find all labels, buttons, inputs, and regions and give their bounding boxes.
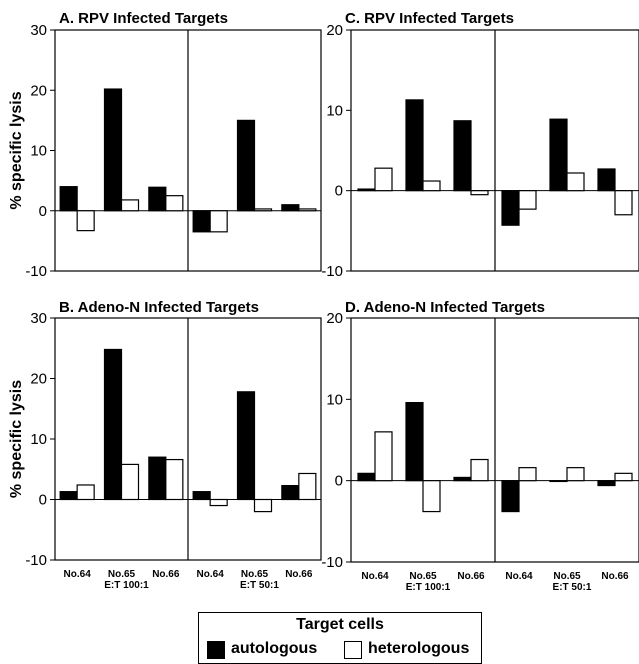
bar-heterologous [374,167,393,192]
y-tick-label: -10 [321,554,343,571]
bar-heterologous [566,172,585,192]
bar-autologous [405,401,424,482]
chart-panel-2: C. RPV Infected Targets -10 0 10 20 [321,10,639,280]
category-label: No.64 [64,569,92,580]
category-label: No.66 [457,571,485,582]
group-label: E:T 100:1 [104,580,149,591]
bar-autologous [59,186,78,212]
y-tick-label: 10 [326,391,343,408]
chart-panel-4: D. Adeno-N Infected Targets -10 0 10 20 No.64… [321,299,639,593]
bar-heterologous [165,195,184,212]
bar-heterologous [614,472,633,482]
bar-autologous [597,168,616,192]
bar-autologous [501,480,520,513]
y-tick-label: 0 [335,473,343,490]
category-label: No.64 [197,569,225,580]
y-tick-label: 30 [30,310,47,327]
bar-autologous [192,491,211,501]
legend: Target cells autologous heterologous [198,612,482,664]
category-label: No.64 [505,571,533,582]
legend-title: Target cells [296,616,384,633]
bar-autologous [148,456,167,501]
y-tick-label: 20 [326,22,343,39]
bar-heterologous [209,498,228,507]
bar-autologous [281,484,300,501]
chart-panel-3: B. Adeno-N Infected Targets -10 0 10 20 30 % s… [8,299,322,591]
bar-autologous [453,476,472,482]
bar-heterologous [253,208,273,212]
category-label: No.66 [601,571,629,582]
bar-heterologous [298,472,317,501]
bar-autologous [236,391,256,501]
group-label: E:T 100:1 [406,582,451,593]
panel-title: A. RPV Infected Targets [59,10,228,27]
bar-heterologous [120,199,140,212]
legend-label-autologous: autologous [231,640,318,657]
legend-swatch-heterologous [344,641,362,659]
chart-panel-1: A. RPV Infected Targets -10 0 10 20 30 % speci… [8,10,322,280]
bar-heterologous [422,180,441,192]
bar-heterologous [374,431,393,482]
bar-autologous [281,204,300,212]
category-label: No.65 [553,571,581,582]
panel-title: C. RPV Infected Targets [345,10,514,27]
bar-heterologous [470,458,489,482]
bar-heterologous [76,484,95,501]
bar-autologous [236,119,256,212]
bar-autologous [549,118,568,192]
y-tick-label: 20 [326,310,343,327]
y-tick-label: 0 [335,183,343,200]
group-label: E:T 50:1 [553,582,592,593]
panel-title: D. Adeno-N Infected Targets [345,299,545,316]
bar-heterologous [165,458,184,501]
bar-heterologous [253,498,273,513]
y-tick-label: -10 [25,552,47,569]
bar-autologous [549,480,568,483]
bar-autologous [501,190,520,226]
y-tick-label: 0 [39,492,47,509]
y-tick-label: -10 [25,263,47,280]
legend-swatch-autologous [207,641,225,659]
y-axis-label: % specific lysis [8,380,25,498]
y-tick-label: 10 [30,431,47,448]
bar-autologous [103,348,123,501]
category-label: No.64 [361,571,389,582]
category-label: No.66 [285,569,313,580]
y-tick-label: 10 [326,102,343,119]
bar-autologous [103,88,123,212]
bar-heterologous [566,467,585,482]
y-tick-label: 10 [30,143,47,160]
bar-heterologous [120,463,140,501]
bar-heterologous [518,190,537,210]
group-label: E:T 50:1 [240,580,279,591]
bar-heterologous [518,467,537,482]
category-label: No.65 [409,571,437,582]
bar-heterologous [76,210,95,232]
category-label: No.66 [152,569,180,580]
bar-autologous [405,99,424,192]
y-axis-label: % specific lysis [8,91,25,209]
bar-autologous [192,210,211,233]
panel-title: B. Adeno-N Infected Targets [59,299,259,316]
bar-autologous [597,480,616,487]
bar-autologous [59,491,78,501]
bar-heterologous [422,480,441,513]
category-label: No.65 [108,569,136,580]
bar-autologous [148,186,167,212]
bar-heterologous [614,190,633,216]
bar-heterologous [209,210,228,233]
bar-autologous [453,120,472,192]
legend-label-heterologous: heterologous [368,640,470,657]
y-tick-label: 0 [39,203,47,220]
y-tick-label: 30 [30,22,47,39]
y-tick-label: -10 [321,263,343,280]
bar-autologous [357,472,376,482]
category-label: No.65 [241,569,269,580]
bar-heterologous [470,190,489,196]
bar-heterologous [298,208,317,212]
y-tick-label: 20 [30,82,47,99]
y-tick-label: 20 [30,371,47,388]
bar-autologous [357,188,376,192]
